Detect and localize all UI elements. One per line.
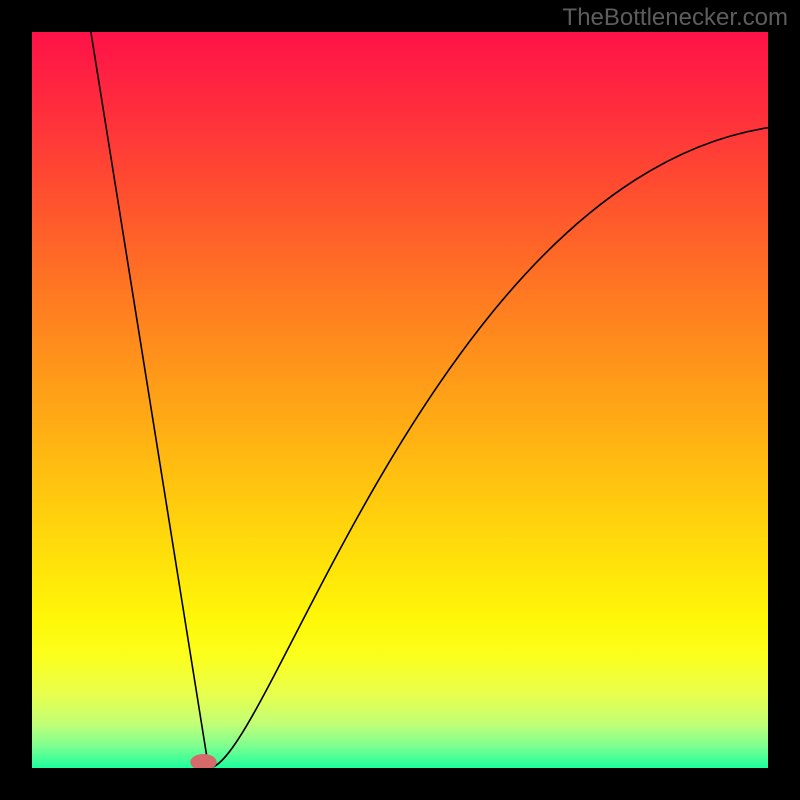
plot-svg [32,32,768,768]
plot-background [32,32,768,768]
watermark-text: TheBottlenecker.com [563,4,788,32]
chart-container: TheBottlenecker.com [0,0,800,800]
